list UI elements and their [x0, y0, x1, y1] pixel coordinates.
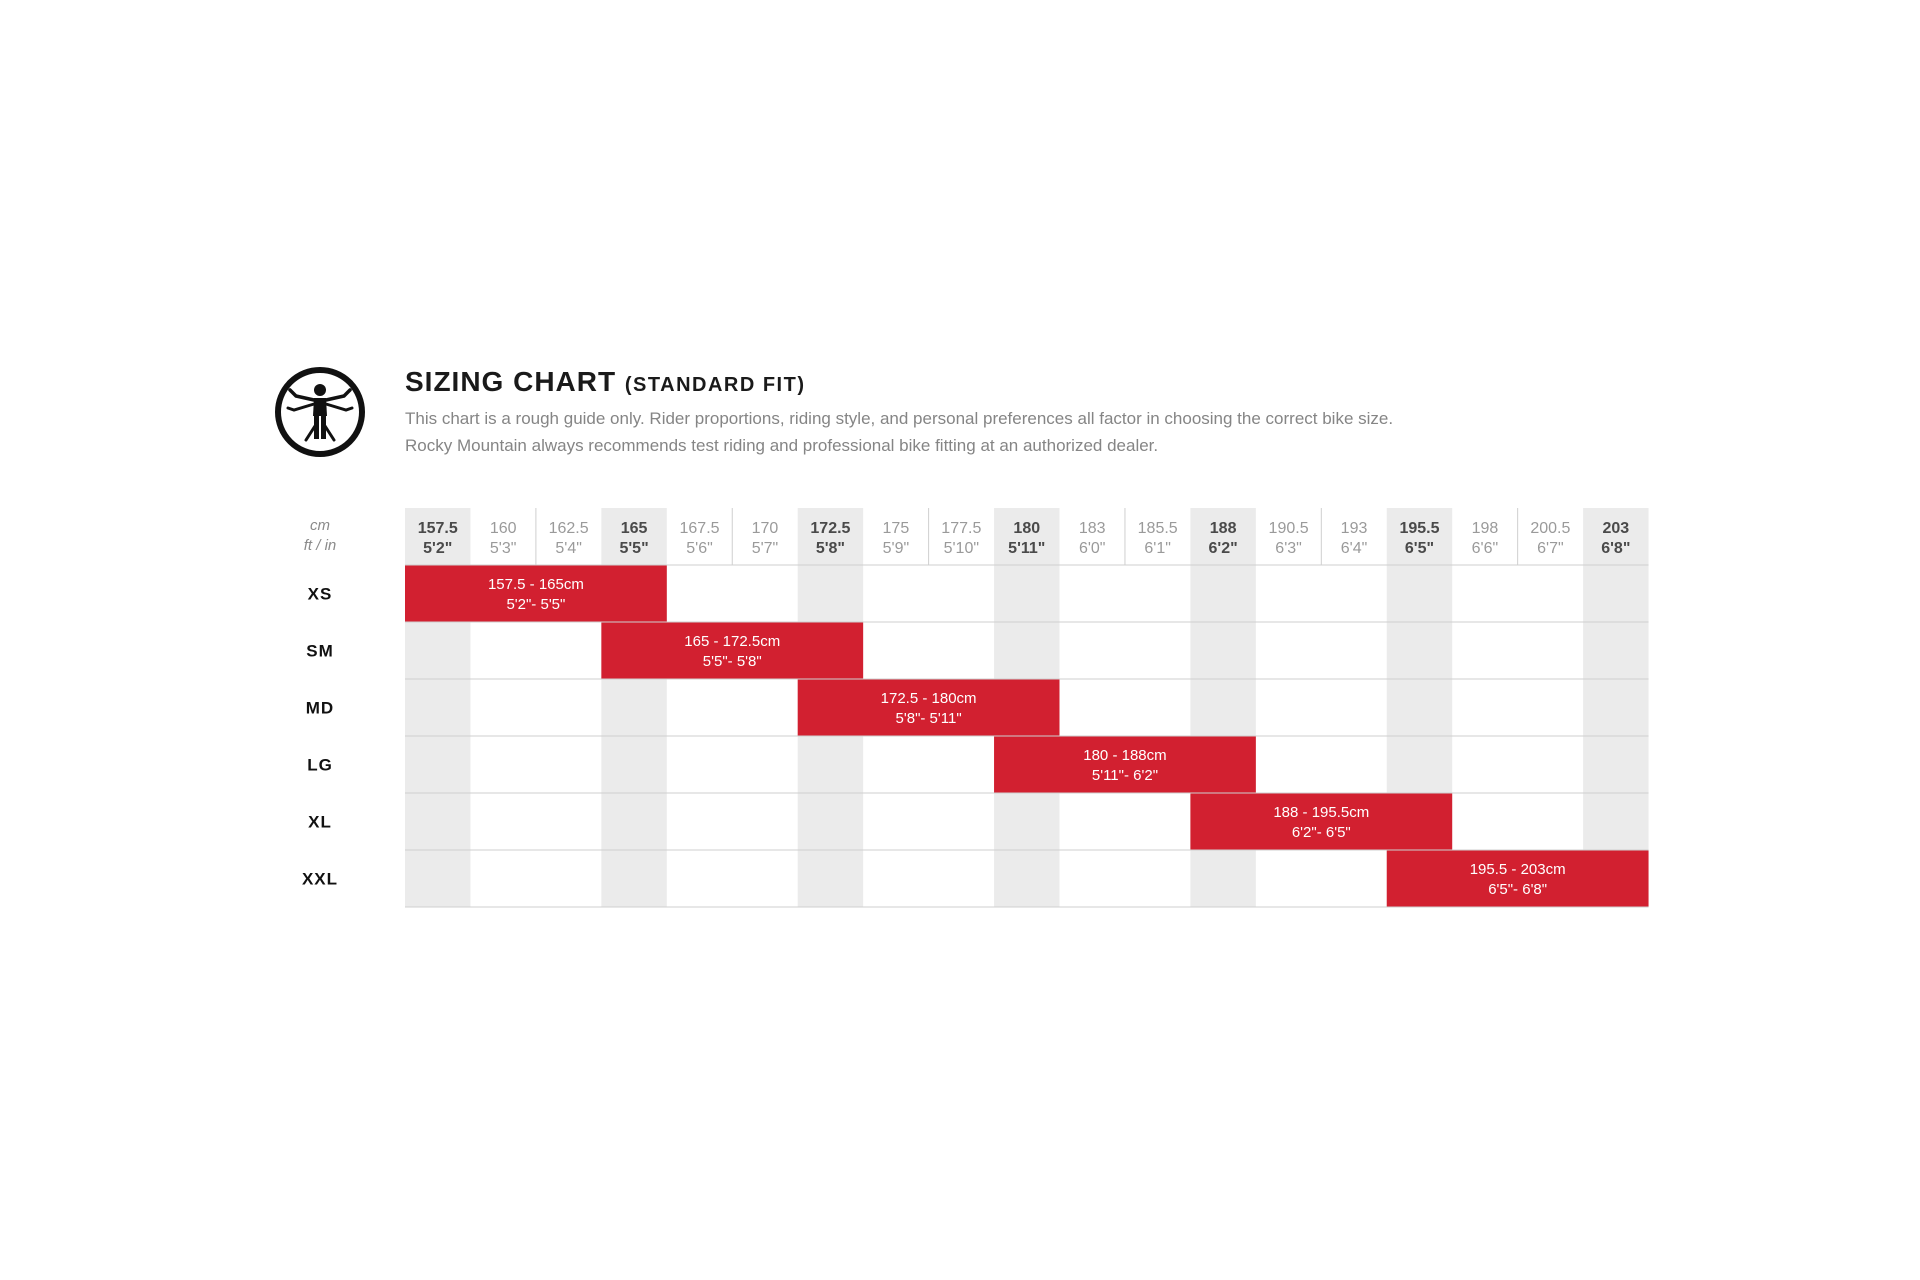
column-cm-label: 203 [1602, 520, 1629, 537]
size-range-ftin-label: 6'5"- 6'8" [1488, 881, 1547, 898]
size-label: XL [308, 813, 332, 832]
size-range-cm-label: 195.5 - 203cm [1470, 861, 1566, 878]
size-range-ftin-label: 5'2"- 5'5" [506, 596, 565, 613]
column-cm-label: 185.5 [1138, 520, 1178, 537]
column-ftin-label: 5'11" [1008, 540, 1045, 557]
column-ftin-label: 6'5" [1405, 540, 1434, 557]
size-label: XS [308, 585, 333, 604]
column-cm-label: 190.5 [1269, 520, 1309, 537]
column-cm-label: 170 [752, 520, 779, 537]
column-cm-label: 198 [1472, 520, 1499, 537]
vitruvian-man-icon [275, 367, 365, 457]
size-label: XXL [302, 870, 338, 889]
column-cm-label: 175 [883, 520, 910, 537]
column-ftin-label: 6'1" [1144, 540, 1171, 557]
column-ftin-label: 5'4" [555, 540, 582, 557]
column-ftin-label: 5'5" [619, 540, 648, 557]
column-cm-label: 177.5 [941, 520, 981, 537]
unit-label-ftin: ft / in [303, 537, 337, 554]
size-label: SM [306, 642, 334, 661]
column-cm-label: 183 [1079, 520, 1106, 537]
column-ftin-label: 5'2" [423, 540, 452, 557]
column-cm-label: 193 [1341, 520, 1368, 537]
column-ftin-label: 5'10" [944, 540, 979, 557]
size-range-bar [1386, 850, 1649, 907]
column-ftin-label: 6'3" [1275, 540, 1302, 557]
column-cm-label: 180 [1013, 520, 1040, 537]
size-range-cm-label: 172.5 - 180cm [881, 690, 977, 707]
unit-label-cm: cm [310, 517, 330, 534]
size-range-bar [797, 679, 1060, 736]
column-ftin-label: 6'2" [1209, 540, 1238, 557]
column-ftin-label: 5'7" [752, 540, 779, 557]
size-range-bar [601, 622, 864, 679]
description-line-1: This chart is a rough guide only. Rider … [405, 409, 1394, 428]
column-cm-label: 167.5 [680, 520, 720, 537]
chart-description: This chart is a rough guide only. Rider … [405, 405, 1393, 459]
title-text: SIZING CHART [405, 366, 617, 397]
column-ftin-label: 5'3" [490, 540, 517, 557]
size-range-ftin-label: 5'11"- 6'2" [1092, 767, 1158, 784]
size-range-bar [405, 565, 667, 622]
highlight-column [1583, 508, 1649, 907]
size-range-cm-label: 157.5 - 165cm [488, 576, 584, 593]
size-label: MD [306, 699, 334, 718]
column-ftin-label: 6'8" [1601, 540, 1630, 557]
column-cm-label: 160 [490, 520, 517, 537]
column-ftin-label: 5'8" [816, 540, 845, 557]
column-cm-label: 195.5 [1399, 520, 1439, 537]
column-cm-label: 165 [621, 520, 648, 537]
column-ftin-label: 6'4" [1341, 540, 1368, 557]
column-cm-label: 188 [1210, 520, 1237, 537]
size-range-ftin-label: 6'2"- 6'5" [1292, 824, 1351, 841]
column-cm-label: 157.5 [418, 520, 458, 537]
size-label: LG [307, 756, 333, 775]
column-ftin-label: 5'6" [686, 540, 713, 557]
column-ftin-label: 6'7" [1537, 540, 1564, 557]
column-ftin-label: 6'6" [1472, 540, 1499, 557]
size-range-cm-label: 188 - 195.5cm [1273, 804, 1369, 821]
column-cm-label: 200.5 [1530, 520, 1570, 537]
description-line-2: Rocky Mountain always recommends test ri… [405, 436, 1159, 455]
title-subtitle: (STANDARD FIT) [624, 374, 806, 396]
column-cm-label: 162.5 [549, 520, 589, 537]
size-range-cm-label: 180 - 188cm [1083, 747, 1166, 764]
page-title: SIZING CHART (STANDARD FIT) [405, 366, 806, 398]
size-range-ftin-label: 5'5"- 5'8" [703, 653, 762, 670]
column-ftin-label: 6'0" [1079, 540, 1106, 557]
column-ftin-label: 5'9" [883, 540, 910, 557]
size-range-ftin-label: 5'8"- 5'11" [896, 710, 962, 727]
size-range-bar [994, 736, 1256, 793]
size-range-cm-label: 165 - 172.5cm [684, 633, 780, 650]
column-cm-label: 172.5 [810, 520, 850, 537]
size-range-bar [1190, 793, 1453, 850]
